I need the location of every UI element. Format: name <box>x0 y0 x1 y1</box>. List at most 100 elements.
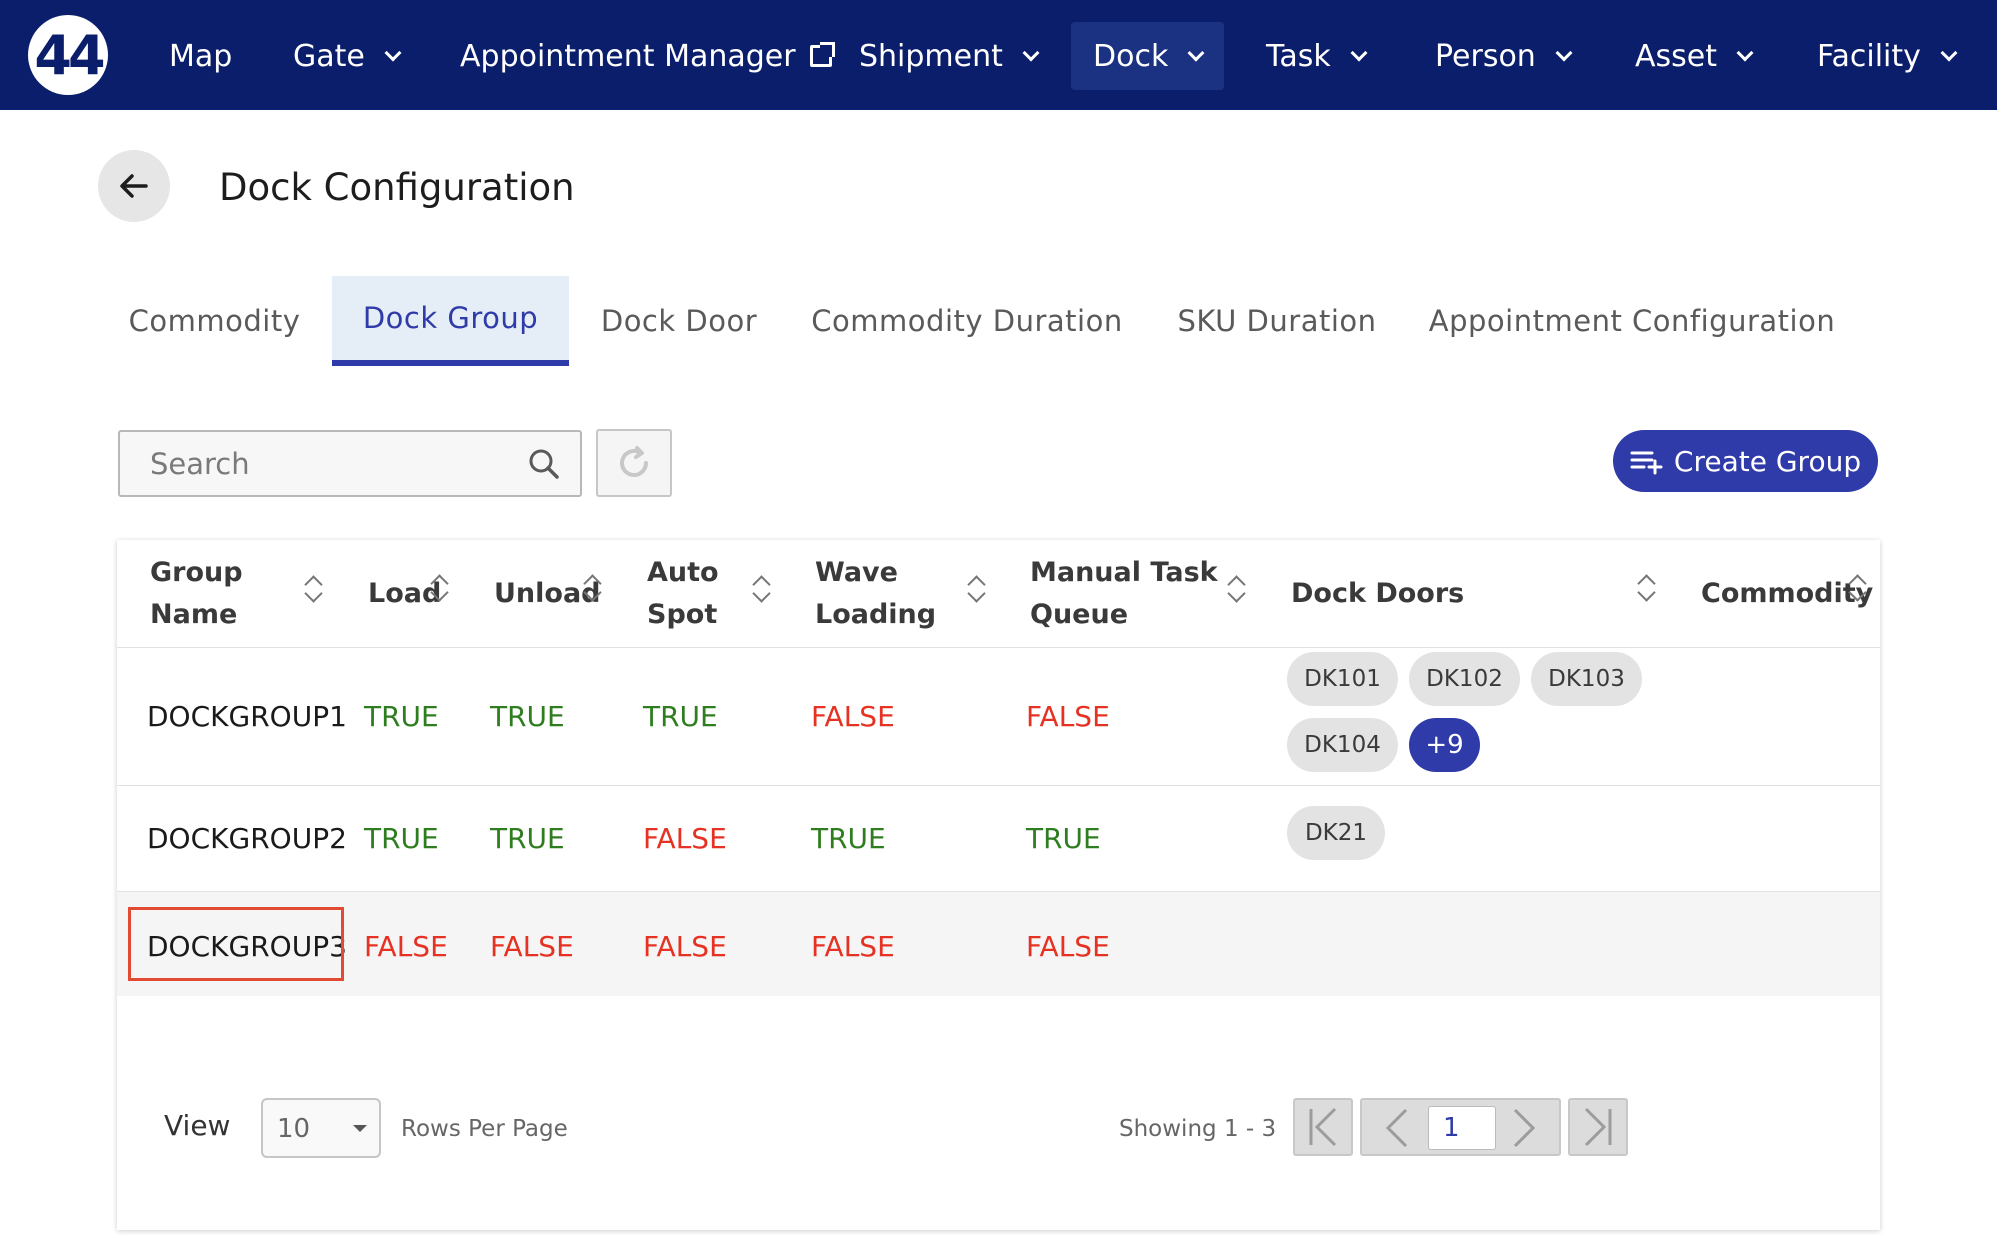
sort-icon[interactable] <box>430 574 448 602</box>
nav-appointment-manager-label: Appointment Manager <box>460 38 796 74</box>
nav-shipment[interactable]: Shipment <box>837 22 1059 90</box>
view-label: View <box>164 1109 231 1142</box>
header-text: Name <box>150 599 238 630</box>
refresh-button[interactable] <box>596 429 672 497</box>
nav-map[interactable]: Map <box>147 22 254 90</box>
nav-gate-label: Gate <box>293 38 365 74</box>
chevron-right-icon[interactable] <box>1509 1106 1539 1150</box>
nav-dock[interactable]: Dock <box>1071 22 1224 90</box>
external-link-icon <box>809 42 835 67</box>
search-input[interactable] <box>120 446 500 481</box>
back-button[interactable] <box>98 150 170 222</box>
header-text: Wave <box>815 557 898 588</box>
cell-wave-loading: TRUE <box>811 822 886 855</box>
dock-door-chip[interactable]: DK102 <box>1409 652 1520 706</box>
last-page-button[interactable] <box>1568 1098 1628 1156</box>
current-page-input[interactable]: 1 <box>1428 1106 1496 1150</box>
search-icon[interactable] <box>526 446 562 482</box>
tab-commodity-duration[interactable]: Commodity Duration <box>811 304 1123 338</box>
create-group-button[interactable]: Create Group <box>1613 430 1878 492</box>
nav-task-label: Task <box>1266 38 1331 74</box>
cell-manual-task-queue: FALSE <box>1026 700 1110 733</box>
nav-gate[interactable]: Gate <box>271 22 421 90</box>
cell-wave-loading: FALSE <box>811 930 895 963</box>
chevron-down-icon <box>384 44 402 62</box>
last-page-icon <box>1584 1107 1612 1147</box>
cell-auto-spot: TRUE <box>643 700 718 733</box>
cell-group-name: DOCKGROUP2 <box>147 822 347 855</box>
header-text: Group <box>150 557 243 588</box>
nav-task[interactable]: Task <box>1244 22 1387 90</box>
tab-dock-group[interactable]: Dock Group <box>332 276 569 366</box>
nav-asset-label: Asset <box>1635 38 1718 74</box>
first-page-icon <box>1309 1107 1337 1147</box>
header-text: Manual Task <box>1030 557 1218 588</box>
rows-per-page-select[interactable]: 10 <box>261 1098 381 1158</box>
logo[interactable]: 44 <box>28 15 108 95</box>
dock-door-chip[interactable]: DK104 <box>1287 718 1398 772</box>
more-dock-doors-chip[interactable]: +9 <box>1409 718 1480 772</box>
rows-per-page-value: 10 <box>277 1114 311 1144</box>
table-row[interactable]: DOCKGROUP1 TRUE TRUE TRUE FALSE FALSE DK… <box>117 647 1880 785</box>
column-header-auto-spot[interactable]: Auto Spot <box>647 552 719 636</box>
tab-appointment-configuration[interactable]: Appointment Configuration <box>1428 304 1836 338</box>
cell-unload: FALSE <box>490 930 574 963</box>
tab-commodity[interactable]: Commodity <box>128 304 301 338</box>
column-header-group-name[interactable]: Group Name <box>150 552 243 636</box>
chevron-down-icon <box>1736 44 1754 62</box>
cell-manual-task-queue: TRUE <box>1026 822 1101 855</box>
tab-sku-duration[interactable]: SKU Duration <box>1177 304 1377 338</box>
cell-manual-task-queue: FALSE <box>1026 930 1110 963</box>
column-header-commodity[interactable]: Commodity <box>1701 578 1874 609</box>
nav-asset[interactable]: Asset <box>1613 22 1773 90</box>
chevron-down-icon <box>1350 44 1368 62</box>
tab-dock-door[interactable]: Dock Door <box>600 304 758 338</box>
caret-down-icon <box>353 1125 367 1132</box>
table-row[interactable]: DOCKGROUP3 FALSE FALSE FALSE FALSE FALSE <box>117 891 1880 996</box>
nav-facility[interactable]: Facility <box>1795 22 1977 90</box>
cell-load: TRUE <box>364 700 439 733</box>
nav-dock-label: Dock <box>1093 38 1169 74</box>
showing-count: Showing 1 - 3 <box>1119 1116 1277 1142</box>
cell-group-name: DOCKGROUP3 <box>147 930 347 963</box>
sort-icon[interactable] <box>1637 574 1655 602</box>
sort-icon[interactable] <box>304 575 322 603</box>
highlight-box <box>128 907 344 981</box>
table-row[interactable]: DOCKGROUP2 TRUE TRUE FALSE TRUE TRUE DK2… <box>117 785 1880 891</box>
nav-person[interactable]: Person <box>1413 22 1592 90</box>
header-text: Spot <box>647 599 718 630</box>
first-page-button[interactable] <box>1293 1098 1353 1156</box>
cell-load: TRUE <box>364 822 439 855</box>
cell-group-name: DOCKGROUP1 <box>147 700 347 733</box>
sort-icon[interactable] <box>1848 574 1866 602</box>
column-header-dock-doors[interactable]: Dock Doors <box>1291 578 1465 609</box>
chevron-down-icon <box>1187 44 1205 62</box>
cell-auto-spot: FALSE <box>643 822 727 855</box>
column-header-wave-loading[interactable]: Wave Loading <box>815 552 936 636</box>
nav-appointment-manager[interactable]: Appointment Manager <box>438 22 854 90</box>
dock-door-chip[interactable]: DK21 <box>1287 806 1385 860</box>
top-nav-bar: 44 Map Gate Appointment Manager Shipment… <box>0 0 1997 110</box>
cell-wave-loading: FALSE <box>811 700 895 733</box>
create-group-label: Create Group <box>1673 444 1862 478</box>
column-header-manual-task-queue[interactable]: Manual Task Queue <box>1030 552 1218 636</box>
nav-person-label: Person <box>1435 38 1536 74</box>
sort-icon[interactable] <box>583 574 601 602</box>
refresh-icon <box>620 446 648 477</box>
page-title: Dock Configuration <box>219 166 575 209</box>
nav-shipment-label: Shipment <box>859 38 1003 74</box>
chevron-down-icon <box>1940 44 1958 62</box>
header-text: Loading <box>815 599 937 630</box>
cell-auto-spot: FALSE <box>643 930 727 963</box>
cell-unload: TRUE <box>490 822 565 855</box>
nav-map-label: Map <box>169 38 233 74</box>
cell-unload: TRUE <box>490 700 565 733</box>
chevron-left-icon[interactable] <box>1382 1106 1412 1150</box>
sort-icon[interactable] <box>1227 575 1245 603</box>
dock-door-chip[interactable]: DK103 <box>1531 652 1642 706</box>
sort-icon[interactable] <box>967 575 985 603</box>
dock-door-chip[interactable]: DK101 <box>1287 652 1398 706</box>
search-box <box>118 430 582 497</box>
chevron-down-icon <box>1022 44 1040 62</box>
sort-icon[interactable] <box>752 575 770 603</box>
